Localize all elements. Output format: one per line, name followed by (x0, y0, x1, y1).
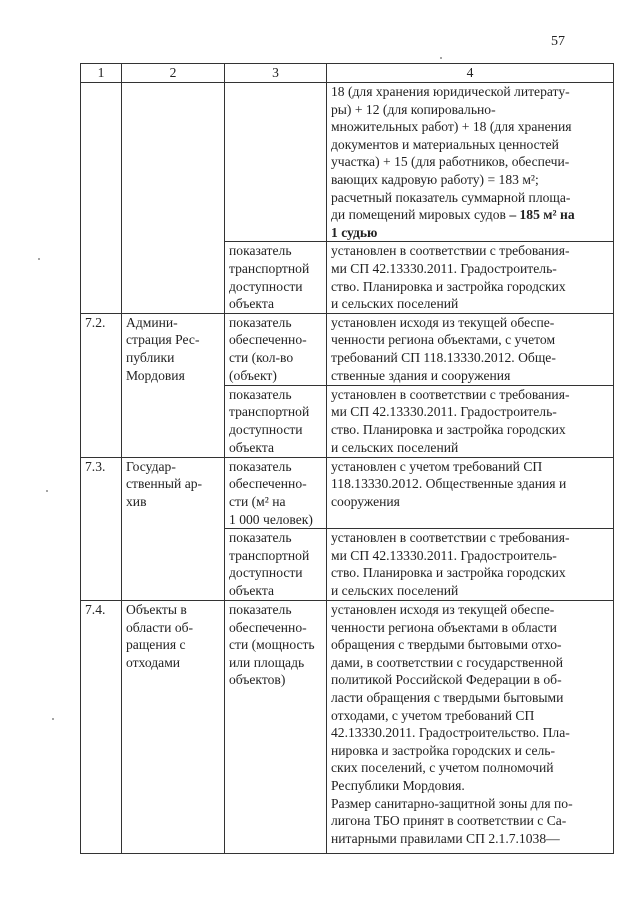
table-row: 7.2. Админи- страция Рес- публики Мордов… (80, 312, 614, 458)
indicator-cell: показатель обеспеченно- сти (кол-во (объ… (224, 312, 327, 386)
indicator-cell: показатель транспортной доступности объе… (224, 241, 327, 314)
table-row: показатель транспортной доступности объе… (81, 384, 614, 458)
object-name: Объекты в области об- ращения с отходами (121, 600, 225, 855)
table-row: показатель транспортной доступности объе… (81, 241, 614, 314)
calc-text: 18 (для хранения юридической литерату- р… (331, 84, 572, 223)
table-row: показатель транспортной доступности объе… (81, 528, 614, 602)
calc-result: – 185 м² на 1 судью (331, 207, 575, 240)
indicator-cell: показатель транспортной доступности объе… (224, 384, 327, 458)
note-cell: установлен в соответствии с требования- … (326, 384, 614, 458)
page-number: 57 (551, 34, 565, 49)
header-cell: 2 (121, 63, 225, 83)
note-cell: установлен в соответствии с требования- … (326, 528, 614, 602)
table-row: 7.3. Государ- ственный ар- хив показател… (80, 456, 614, 602)
header-row: 1 2 3 4 (80, 63, 614, 83)
header-cell: 1 (80, 63, 122, 83)
note-cell: установлен в соответствии с требования- … (326, 241, 614, 314)
empty-cell (121, 82, 225, 314)
standards-table: 1 2 3 4 18 (для хранения юридической лит… (80, 63, 614, 855)
empty-cell (80, 82, 122, 314)
note-cell: установлен с учетом требований СП 118.13… (326, 456, 614, 530)
note-cell: установлен исходя из текущей обеспе- чен… (326, 600, 614, 855)
row-number: 7.3. (80, 456, 122, 602)
indicator-cell: показатель обеспеченно- сти (мощность ил… (224, 600, 327, 855)
scan-speck (38, 258, 40, 260)
header-cell: 4 (326, 63, 614, 83)
header-cell: 3 (224, 63, 327, 83)
scan-speck (46, 490, 48, 492)
empty-cell (224, 81, 327, 243)
row-number: 7.4. (80, 600, 122, 855)
calc-note: 18 (для хранения юридической литерату- р… (326, 81, 614, 243)
row-number: 7.2. (80, 312, 122, 458)
note-cell: установлен исходя из текущей обеспе- чен… (326, 312, 614, 386)
scan-speck (440, 57, 442, 59)
object-name: Админи- страция Рес- публики Мордовия (121, 312, 225, 458)
table-row: 18 (для хранения юридической литерату- р… (80, 81, 614, 314)
indicator-cell: показатель транспортной доступности объе… (224, 528, 327, 602)
indicator-cell: показатель обеспеченно- сти (м² на 1 000… (224, 456, 327, 530)
table-row: 7.4. Объекты в области об- ращения с отх… (80, 600, 614, 855)
object-name: Государ- ственный ар- хив (121, 456, 225, 602)
scan-speck (52, 718, 54, 720)
